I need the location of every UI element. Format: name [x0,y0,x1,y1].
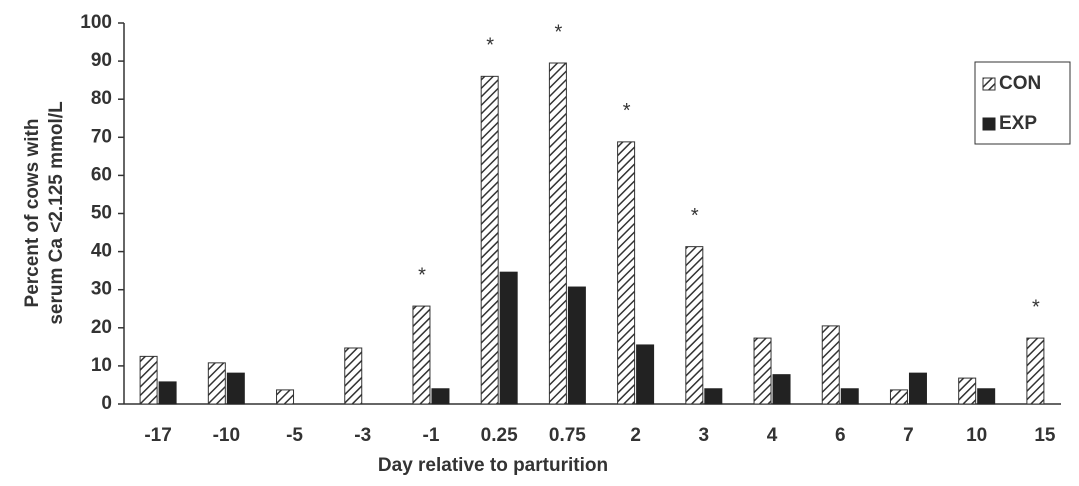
bar [636,344,655,405]
y-tick-label: 10 [91,355,112,376]
annotation: * [691,205,699,227]
annotation: * [418,264,426,286]
annotation: * [623,100,631,122]
x-tick-label: -1 [423,425,440,446]
y-tick-label: 100 [80,12,112,33]
y-tick-label: 0 [101,393,112,414]
bar [617,141,636,405]
y-tick-label: 50 [91,203,112,224]
y-tick-label: 60 [91,164,112,185]
bar [840,388,859,405]
bar [207,362,226,405]
y-tick-label: 20 [91,317,112,338]
bar [977,388,996,405]
x-tick-label: 15 [1034,425,1056,446]
bar [685,246,704,405]
bar [276,389,295,405]
x-tick-label: -10 [213,425,240,446]
bar [821,325,840,405]
x-tick-label: 0.25 [481,425,518,446]
bar [226,372,245,405]
x-tick-label: 0.75 [549,425,586,446]
bar [412,305,431,405]
bar [567,286,586,405]
bar [139,355,158,405]
bar [431,388,450,405]
bar [908,372,927,405]
bar [344,347,363,405]
x-tick-label: -17 [144,425,171,446]
bar [889,389,908,405]
bar [753,337,772,405]
bar [548,62,567,405]
legend-label: EXP [999,113,1037,134]
y-tick-label: 90 [91,50,112,71]
x-tick-label: -3 [354,425,371,446]
annotation: * [1032,296,1040,318]
bar [158,381,177,405]
annotation: * [486,35,494,57]
x-axis-title: Day relative to parturition [378,455,608,476]
y-axis-title: Percent of cows with [22,119,43,308]
y-tick-label: 40 [91,241,112,262]
y-tick-label: 30 [91,279,112,300]
x-tick-label: -5 [286,425,303,446]
y-tick-label: 70 [91,126,112,147]
bar [480,75,499,405]
bar [1026,337,1045,405]
x-tick-label: 2 [630,425,641,446]
annotation: * [554,21,562,43]
bar [772,374,791,405]
x-tick-label: 10 [966,425,987,446]
x-tick-label: 4 [767,425,778,446]
y-tick-label: 80 [91,88,112,109]
x-tick-label: 6 [835,425,846,446]
bar [958,377,977,405]
legend-swatch [982,117,996,131]
legend-label: CON [999,73,1041,94]
bar [499,271,518,405]
x-tick-label: 7 [903,425,914,446]
bar [704,388,723,405]
y-axis-title: serum Ca <2.125 mmol/L [46,101,67,325]
x-tick-label: 3 [699,425,710,446]
legend-swatch [982,77,996,91]
